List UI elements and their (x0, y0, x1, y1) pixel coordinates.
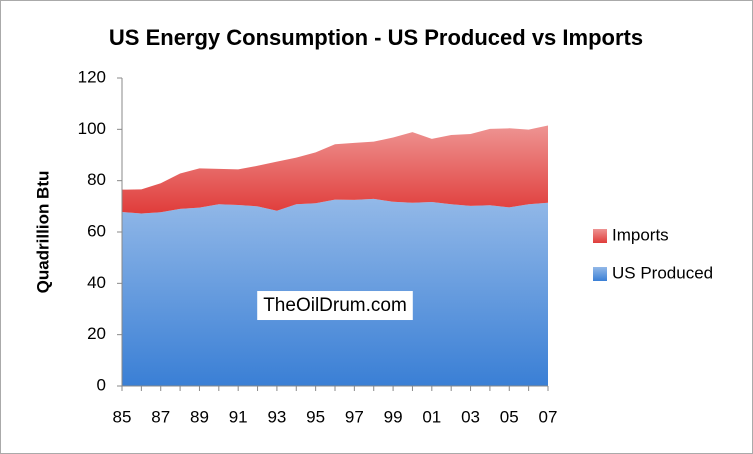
legend-swatch (593, 267, 607, 281)
y-tick-label: 0 (97, 375, 106, 394)
y-tick-label: 100 (78, 119, 106, 138)
watermark-box (257, 291, 413, 321)
x-tick-label: 89 (190, 407, 209, 426)
x-tick-label: 01 (422, 407, 441, 426)
y-tick-label: 80 (87, 170, 106, 189)
chart-title: US Energy Consumption - US Produced vs I… (109, 25, 643, 50)
x-tick-label: 95 (306, 407, 325, 426)
x-tick-label: 87 (151, 407, 170, 426)
x-tick-label: 03 (461, 407, 480, 426)
x-tick-label: 85 (113, 407, 132, 426)
x-tick-label: 05 (500, 407, 519, 426)
x-tick-label: 07 (539, 407, 558, 426)
x-tick-label: 91 (229, 407, 248, 426)
watermark: TheOilDrum.com (263, 295, 407, 316)
x-tick-label: 99 (384, 407, 403, 426)
y-axis-label: Quadrillion Btu (33, 171, 52, 294)
legend-swatch (593, 229, 607, 243)
y-tick-label: 20 (87, 324, 106, 343)
y-tick-label: 40 (87, 273, 106, 292)
area (122, 125, 548, 214)
legend-label: US Produced (612, 263, 713, 282)
y-tick-label: 120 (78, 67, 106, 86)
y-tick-label: 60 (87, 221, 106, 240)
x-tick-label: 93 (267, 407, 286, 426)
x-tick-label: 97 (345, 407, 364, 426)
legend-label: Imports (612, 225, 669, 244)
